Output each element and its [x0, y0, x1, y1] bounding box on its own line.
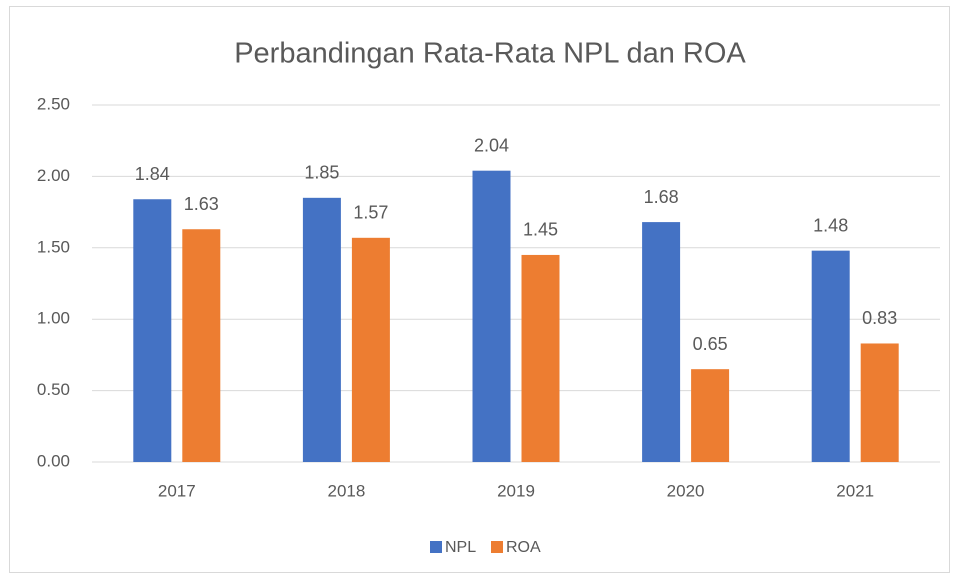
chart-title: Perbandingan Rata-Rata NPL dan ROA: [234, 38, 746, 70]
x-tick-label: 2021: [836, 481, 874, 500]
data-label: 1.63: [184, 194, 219, 214]
legend-swatch: [430, 541, 442, 553]
bar: [691, 369, 730, 462]
y-tick-label: 1.50: [37, 237, 70, 256]
legend-label: NPL: [445, 539, 476, 556]
data-label: 1.57: [353, 203, 388, 223]
y-tick-label: 0.50: [37, 380, 70, 399]
y-tick-label: 2.00: [37, 166, 70, 185]
y-tick-label: 2.50: [37, 94, 70, 113]
bar: [642, 222, 681, 462]
bar: [521, 254, 560, 462]
bar: [133, 199, 172, 463]
data-label: 1.68: [644, 187, 679, 207]
data-label: 1.85: [304, 163, 339, 183]
data-label: 2.04: [474, 135, 509, 155]
x-tick-label: 2018: [327, 481, 365, 500]
y-tick-label: 0.00: [37, 451, 70, 470]
x-tick-label: 2017: [158, 481, 196, 500]
data-label: 1.45: [523, 220, 558, 240]
data-label: 0.83: [862, 308, 897, 328]
bar: [472, 170, 511, 463]
bar: [811, 250, 850, 462]
legend-label: ROA: [506, 539, 541, 556]
x-tick-label: 2020: [667, 481, 705, 500]
data-label: 1.48: [813, 215, 848, 235]
bar: [182, 229, 221, 462]
x-tick-label: 2019: [497, 481, 535, 500]
bar: [351, 237, 390, 462]
data-label: 0.65: [693, 334, 728, 354]
y-tick-label: 1.00: [37, 309, 70, 328]
data-label: 1.84: [135, 164, 170, 184]
bar: [302, 197, 341, 462]
legend-swatch: [491, 541, 503, 553]
bar: [860, 343, 899, 462]
